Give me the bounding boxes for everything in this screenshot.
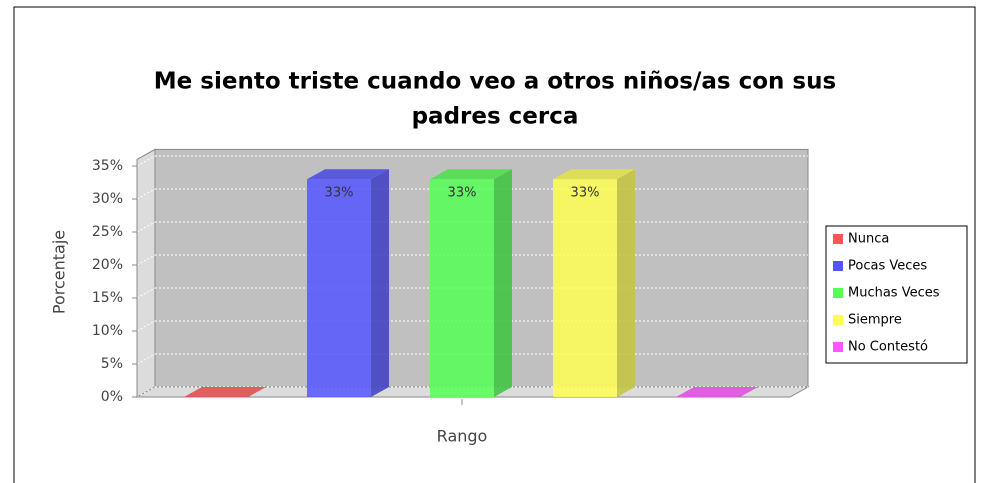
legend-box: [825, 225, 968, 364]
frame: [13, 6, 976, 483]
grid-line: [136, 353, 156, 365]
y-tick-label: 30%: [92, 191, 123, 207]
legend-text: Nunca: [848, 232, 889, 247]
bar-side-shade: [494, 169, 512, 397]
bar: [553, 179, 617, 397]
grid-line: [136, 221, 156, 233]
bar-top: [676, 387, 758, 397]
bar-top-shade: [430, 169, 512, 180]
bar-top: [184, 387, 266, 397]
legend-swatch: [833, 315, 843, 325]
bar-top-shade: [553, 169, 635, 180]
value-label: 33%: [325, 186, 354, 201]
bar-side-shade: [617, 169, 635, 397]
legend-swatch: [833, 261, 843, 271]
value-label: 33%: [448, 186, 477, 201]
grid-line: [136, 386, 156, 398]
bar-side: [617, 169, 635, 397]
y-tick-label: 25%: [92, 224, 123, 240]
bar-top: [553, 169, 635, 180]
x-axis-label: Rango: [437, 427, 488, 446]
chart-title: padres cerca: [412, 104, 579, 130]
y-tick-label: 15%: [92, 290, 123, 306]
y-axis-label: Porcentaje: [50, 230, 69, 314]
bar-top-shade: [676, 387, 758, 397]
bar-side-shade: [371, 169, 389, 397]
legend-swatch: [833, 234, 843, 244]
side-wall: [136, 148, 156, 398]
grid-line: [136, 287, 156, 299]
bar-side: [371, 169, 389, 397]
legend-text: Muchas Veces: [848, 286, 940, 301]
y-tick-label: 0%: [101, 389, 123, 405]
bar: [307, 179, 371, 397]
chart-title: Me siento triste cuando veo a otros niño…: [154, 69, 836, 95]
legend-swatch: [833, 342, 843, 352]
legend-text: Siempre: [848, 313, 902, 328]
legend-swatch: [833, 288, 843, 298]
grid-line: [136, 254, 156, 266]
bar-top-shade: [184, 387, 266, 397]
grid-line: [136, 155, 156, 167]
value-label: 33%: [571, 186, 600, 201]
bar-side: [494, 169, 512, 397]
grid-line: [136, 320, 156, 332]
bar-top: [307, 169, 389, 180]
y-tick-label: 35%: [92, 158, 123, 174]
bar-top: [430, 169, 512, 180]
grid-line: [136, 188, 156, 200]
bar: [430, 179, 494, 397]
y-tick-label: 20%: [92, 257, 123, 273]
bar-top-shade: [307, 169, 389, 180]
legend-text: No Contestó: [848, 340, 928, 355]
y-tick-label: 5%: [101, 356, 123, 372]
y-tick-label: 10%: [92, 323, 123, 339]
legend-text: Pocas Veces: [848, 259, 927, 274]
